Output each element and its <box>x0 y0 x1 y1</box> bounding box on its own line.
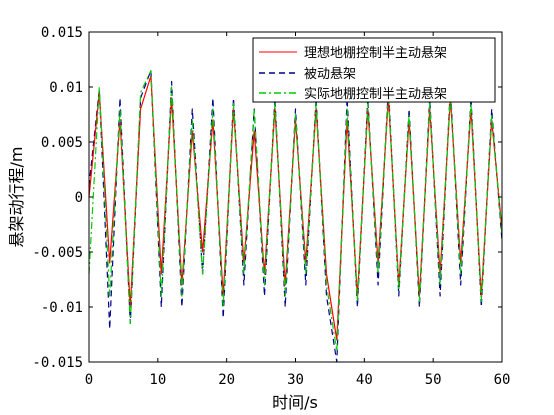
x-tick-label: 50 <box>425 372 442 388</box>
legend-label-actual: 实际地棚控制半主动悬架 <box>304 87 447 102</box>
y-tick-label: -0.015 <box>32 355 83 371</box>
legend: 理想地棚控制半主动悬架 被动悬架 实际地棚控制半主动悬架 <box>252 37 496 103</box>
x-tick-label: 40 <box>356 372 373 388</box>
y-tick-label: -0.005 <box>32 245 83 261</box>
legend-label-passive: 被动悬架 <box>304 67 356 82</box>
y-axis-title: 悬架动行程/m <box>7 147 26 248</box>
x-tick-label: 0 <box>85 372 93 388</box>
series-layer <box>88 69 503 363</box>
y-tick-label: 0 <box>75 190 83 206</box>
y-tick-label: 0.01 <box>49 80 83 96</box>
x-tick-label: 60 <box>494 372 511 388</box>
legend-box <box>252 37 496 103</box>
legend-label-ideal: 理想地棚控制半主动悬架 <box>304 45 447 61</box>
ticks-layer: 0 10 20 30 40 50 60 -0.015 -0.01 -0.005 0 0.005 0.01… <box>32 25 510 388</box>
x-tick-label: 30 <box>287 372 304 388</box>
x-axis-title: 时间/s <box>272 393 318 412</box>
y-tick-label: 0.015 <box>41 25 83 41</box>
x-tick-label: 10 <box>149 372 166 388</box>
y-tick-label: 0.005 <box>41 135 83 151</box>
x-tick-label: 20 <box>218 372 235 388</box>
series-line-2 <box>88 69 503 352</box>
y-tick-label: -0.01 <box>41 300 83 316</box>
